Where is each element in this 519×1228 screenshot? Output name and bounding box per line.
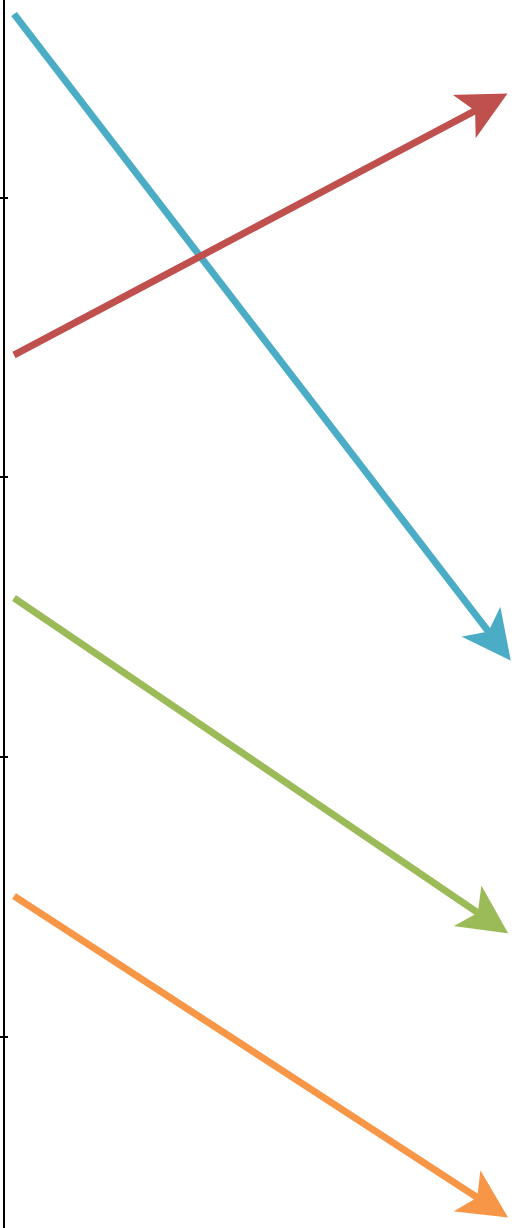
orange-arrow (12, 893, 509, 1218)
vertical-axis (0, 0, 8, 1228)
green-arrow (12, 595, 509, 934)
blue-arrow (11, 11, 511, 661)
arrow-group (11, 11, 511, 1218)
red-arrow (12, 93, 508, 359)
